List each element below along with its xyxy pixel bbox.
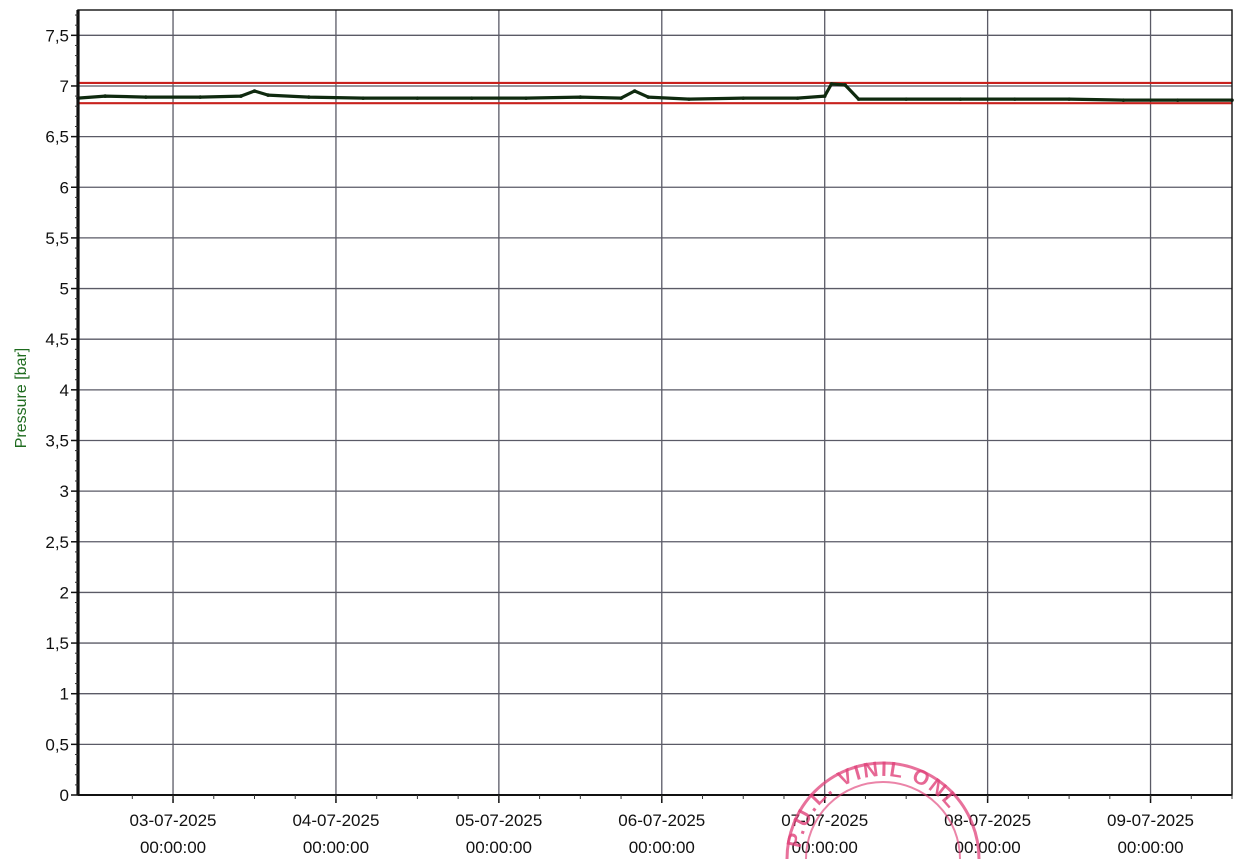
x-tick-time-label: 00:00:00 [303,838,369,857]
series-layer [76,82,1234,102]
y-tick-label: 6,5 [45,128,69,147]
data-point [646,95,651,99]
x-tick-date-label: 08-07-2025 [944,811,1031,830]
data-point [307,95,311,99]
x-tick-date-label: 09-07-2025 [1107,811,1194,830]
pressure-series-line [77,82,1232,102]
data-point [239,94,243,98]
data-point [687,97,691,101]
data-point [578,95,583,99]
y-tick-label: 2 [60,583,69,602]
y-tick-label: 2,5 [45,533,69,552]
data-point [103,94,107,98]
data-point [741,96,746,100]
stamp-inner-ring [805,781,961,860]
x-tick-time-label: 00:00:00 [140,838,206,857]
x-tick-date-label: 04-07-2025 [292,811,379,830]
data-point [958,97,963,101]
data-point [198,95,202,99]
y-tick-label: 3 [60,482,69,501]
x-tick-time-label: 00:00:00 [629,838,695,857]
data-point [904,97,908,101]
y-tick-label: 4,5 [45,330,69,349]
y-tick-label: 4 [60,381,69,400]
y-tick-label: 1,5 [45,634,69,653]
x-tick-time-label: 00:00:00 [466,838,532,857]
y-tick-label: 7,5 [45,26,69,45]
data-point [469,96,474,100]
data-point [632,89,637,93]
y-tick-label: 0 [60,786,69,805]
x-tick-date-label: 07-07-2025 [781,811,868,830]
data-point [415,96,420,100]
data-point [795,96,800,100]
plot-frame [76,9,1233,796]
grid-layer [78,10,1232,795]
data-point [1175,98,1180,102]
data-point [843,83,847,87]
data-point [1012,97,1017,101]
y-axis-ticks: 0 0,5 1 1,5 2 2,5 3 3,5 4 4,5 5 5,5 6 6,5 7 7,5 [45,14,78,805]
data-point [619,96,623,100]
stamp-outer-ring [785,761,981,860]
y-tick-label: 5,5 [45,229,69,248]
x-tick-time-label: 00:00:00 [1117,838,1183,857]
data-point [252,89,257,93]
data-point [524,96,528,100]
x-tick-date-label: 03-07-2025 [130,811,217,830]
x-axis-ticks: 03-07-2025 00:00:00 04-07-2025 00:00:00 05-0… [130,795,1233,857]
y-tick-label: 7 [60,77,69,96]
data-point [829,82,834,86]
y-axis-label: Pressure [bar] [13,348,30,448]
limit-lines [78,81,1232,105]
data-point [144,95,148,99]
y-tick-label: 1 [60,685,69,704]
x-tick-date-label: 06-07-2025 [618,811,705,830]
y-tick-label: 6 [60,178,69,197]
x-tick-date-label: 05-07-2025 [455,811,542,830]
data-point [1121,98,1126,102]
y-tick-label: 5 [60,280,69,299]
y-tick-label: 0,5 [45,735,69,754]
data-point [822,94,827,98]
data-point [266,93,270,97]
data-point [1067,97,1071,101]
data-point [361,96,365,100]
y-tick-label: 3,5 [45,431,69,450]
data-point [856,97,861,101]
x-tick-time-label: 00:00:00 [955,838,1021,857]
